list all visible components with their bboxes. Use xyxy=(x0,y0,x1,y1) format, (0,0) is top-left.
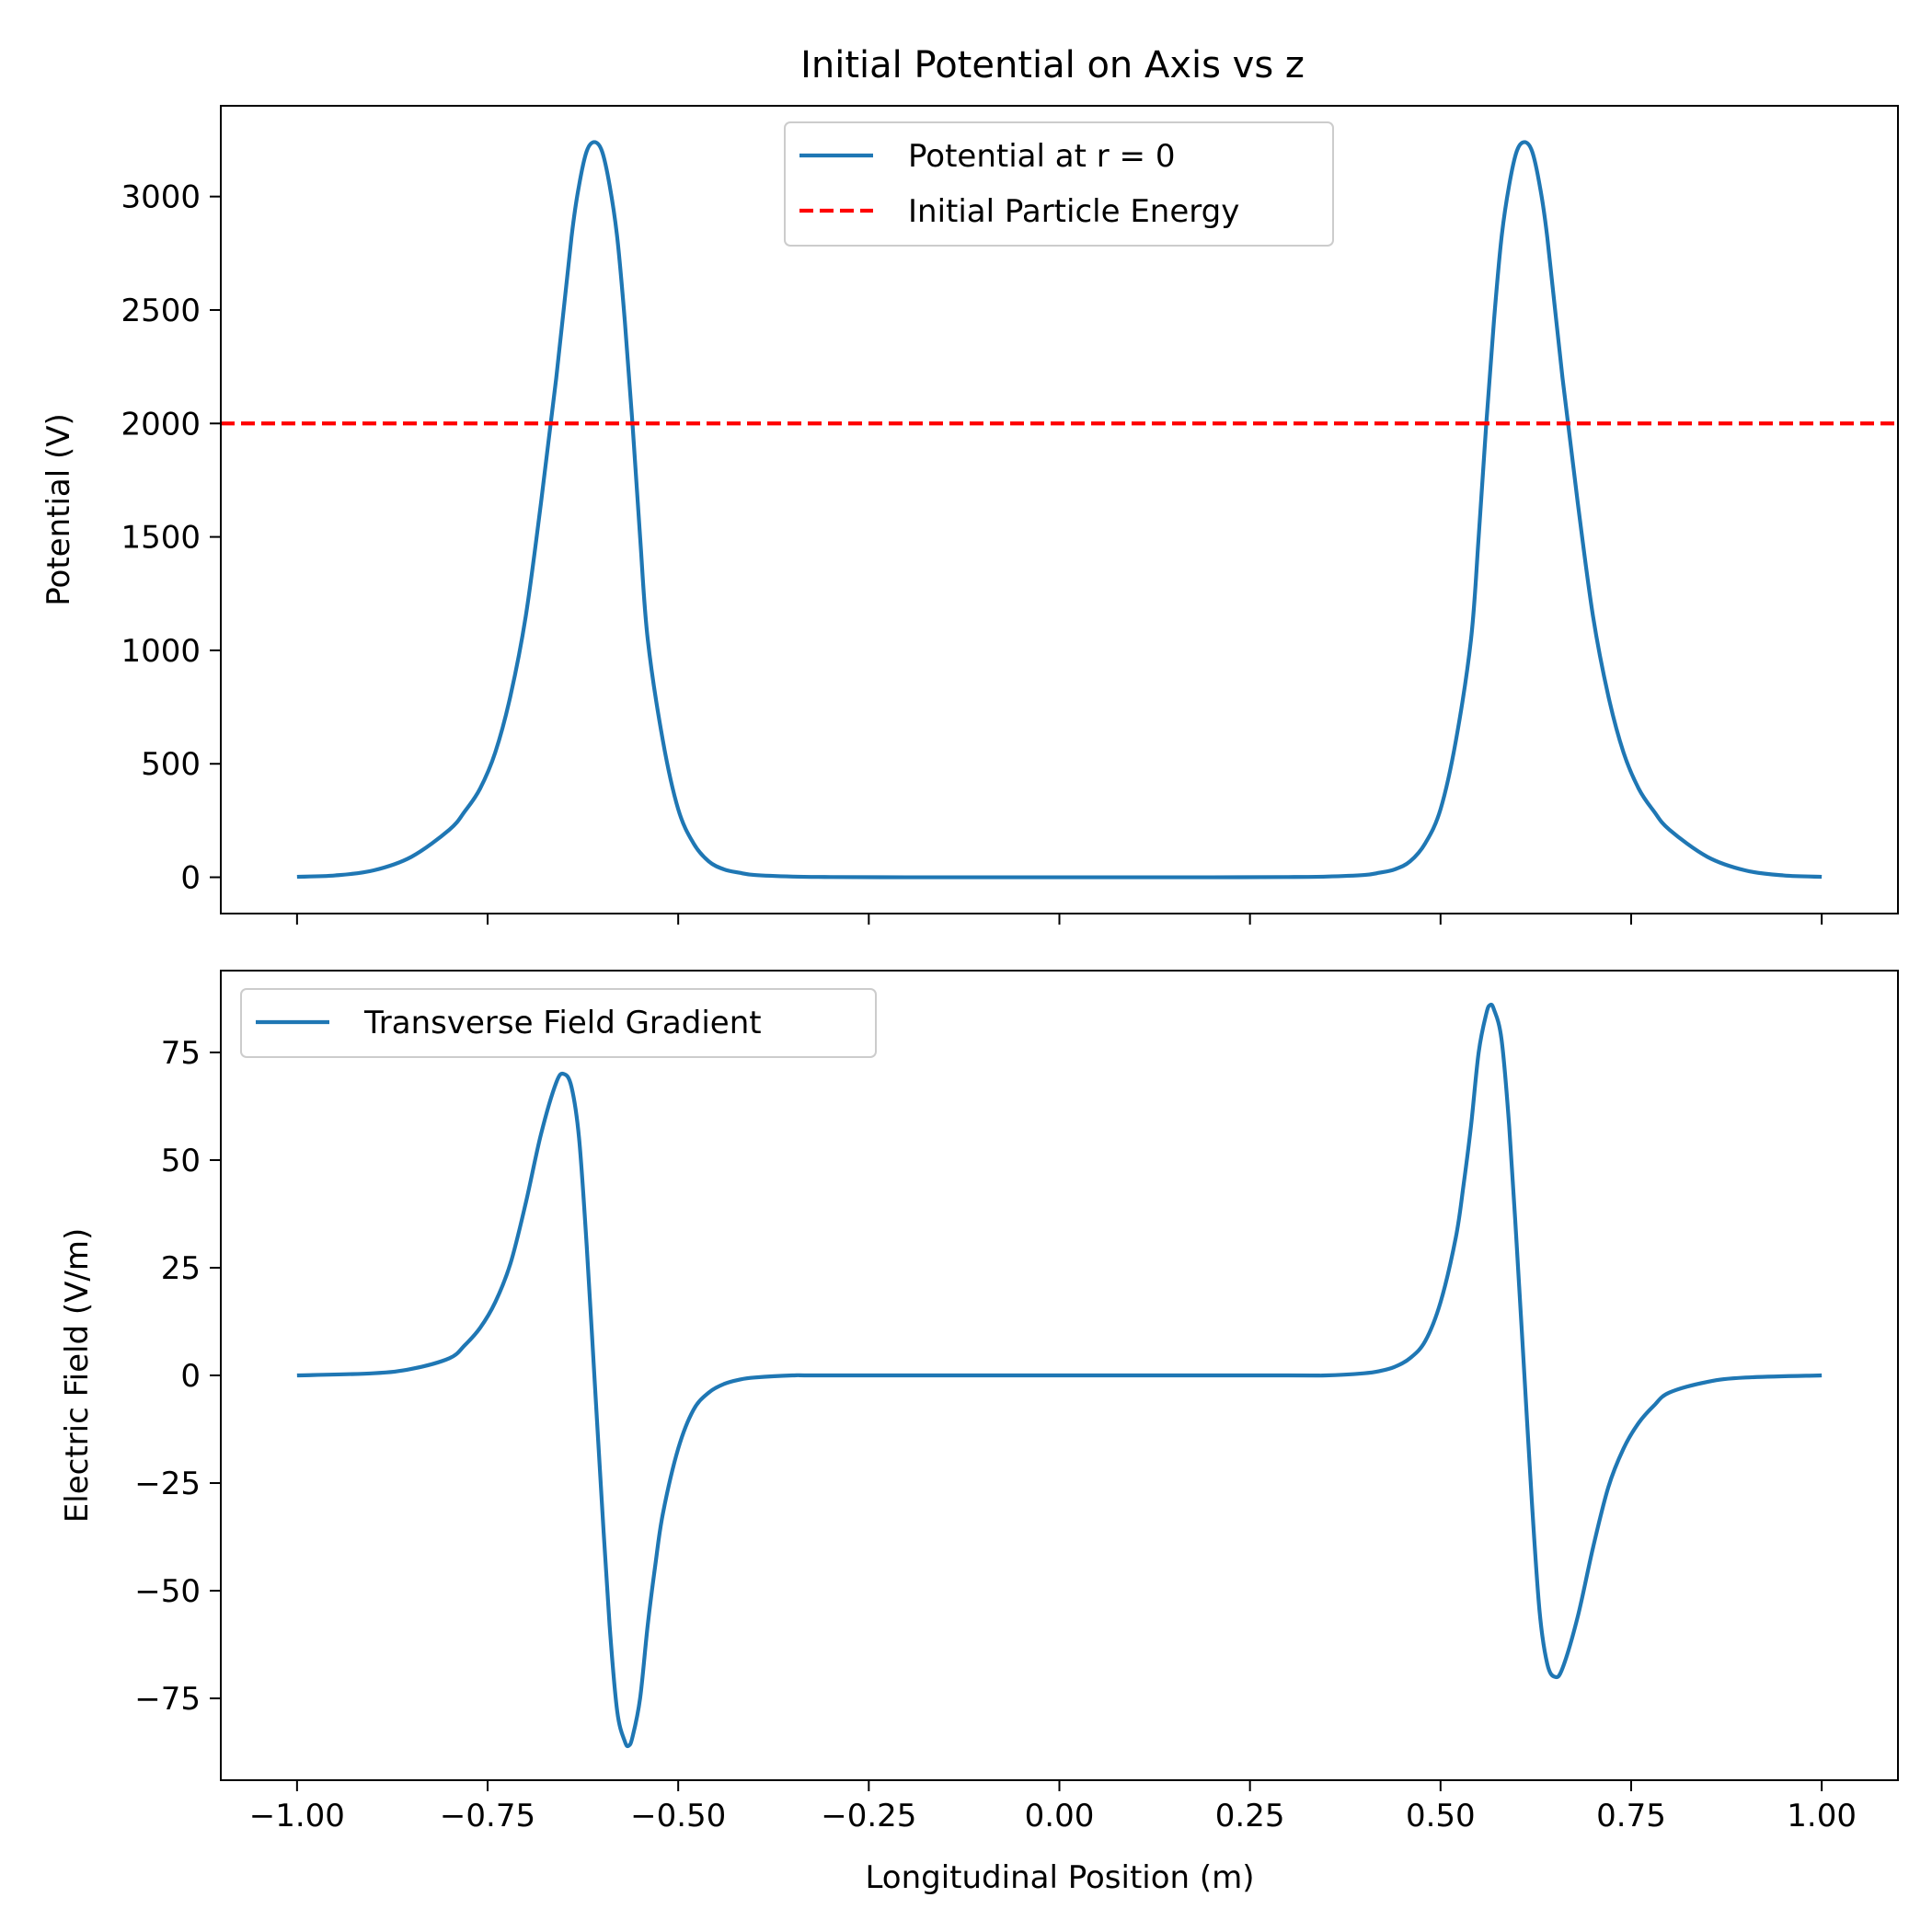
bottom-x-tick-label: −0.25 xyxy=(821,1798,916,1834)
bottom-series-line-0 xyxy=(296,1002,1823,1749)
bottom-x-tick-label: 0.00 xyxy=(1025,1798,1095,1834)
top-plot-potential: 0 500 1000 1500 2000 2500 3000 Potential (V) Pot… xyxy=(40,105,1899,925)
bottom-plot-electric-field: −1.00 −0.75 −0.50 −0.25 0.00 0.25 0.50 0.75 1.00… xyxy=(59,970,1899,1834)
bottom-series-group xyxy=(296,1002,1823,1749)
bottom-x-tick-label: −0.50 xyxy=(630,1798,726,1834)
top-y-axis-label: Potential (V) xyxy=(40,413,77,606)
figure-title: Initial Potential on Axis vs z xyxy=(800,44,1305,86)
top-y-tick-label: 3000 xyxy=(121,179,201,216)
bottom-y-tick-label: −25 xyxy=(134,1466,201,1502)
top-legend-label-0: Potential at r = 0 xyxy=(908,138,1175,175)
bottom-y-tick-label: 75 xyxy=(161,1035,201,1072)
bottom-legend-label-0: Transverse Field Gradient xyxy=(363,1005,762,1041)
bottom-x-tick-label: 0.50 xyxy=(1406,1798,1476,1834)
bottom-y-tick-label: 0 xyxy=(180,1358,201,1395)
bottom-legend-box xyxy=(240,988,877,1058)
bottom-y-tick-label: −75 xyxy=(134,1681,201,1718)
top-legend-box xyxy=(784,121,1334,247)
top-legend-label-1: Initial Particle Energy xyxy=(908,193,1239,230)
bottom-x-tick-label: −0.75 xyxy=(440,1798,535,1834)
top-series-group xyxy=(221,140,1898,880)
bottom-y-tick-label: 50 xyxy=(161,1143,201,1179)
top-y-tick-label: 2500 xyxy=(121,293,201,329)
top-y-tick-label: 0 xyxy=(180,860,201,897)
top-y-tick-label: 2000 xyxy=(121,406,201,443)
bottom-y-tick-label: 25 xyxy=(161,1250,201,1287)
top-y-tick-label: 1500 xyxy=(121,520,201,557)
bottom-x-tick-label: 0.25 xyxy=(1215,1798,1285,1834)
top-series-line-0 xyxy=(296,140,1823,880)
bottom-y-axis-label: Electric Field (V/m) xyxy=(59,1228,96,1523)
bottom-legend: Transverse Field Gradient xyxy=(240,988,877,1058)
x-axis-label: Longitudinal Position (m) xyxy=(865,1859,1254,1896)
bottom-x-tick-label: 0.75 xyxy=(1596,1798,1666,1834)
bottom-y-tick-label: −50 xyxy=(134,1573,201,1610)
top-y-tick-label: 500 xyxy=(141,746,201,783)
bottom-x-tick-label: −1.00 xyxy=(249,1798,345,1834)
top-y-tick-label: 1000 xyxy=(121,633,201,670)
top-legend: Potential at r = 0 Initial Particle Energ… xyxy=(784,121,1334,247)
bottom-x-tick-label: 1.00 xyxy=(1787,1798,1857,1834)
